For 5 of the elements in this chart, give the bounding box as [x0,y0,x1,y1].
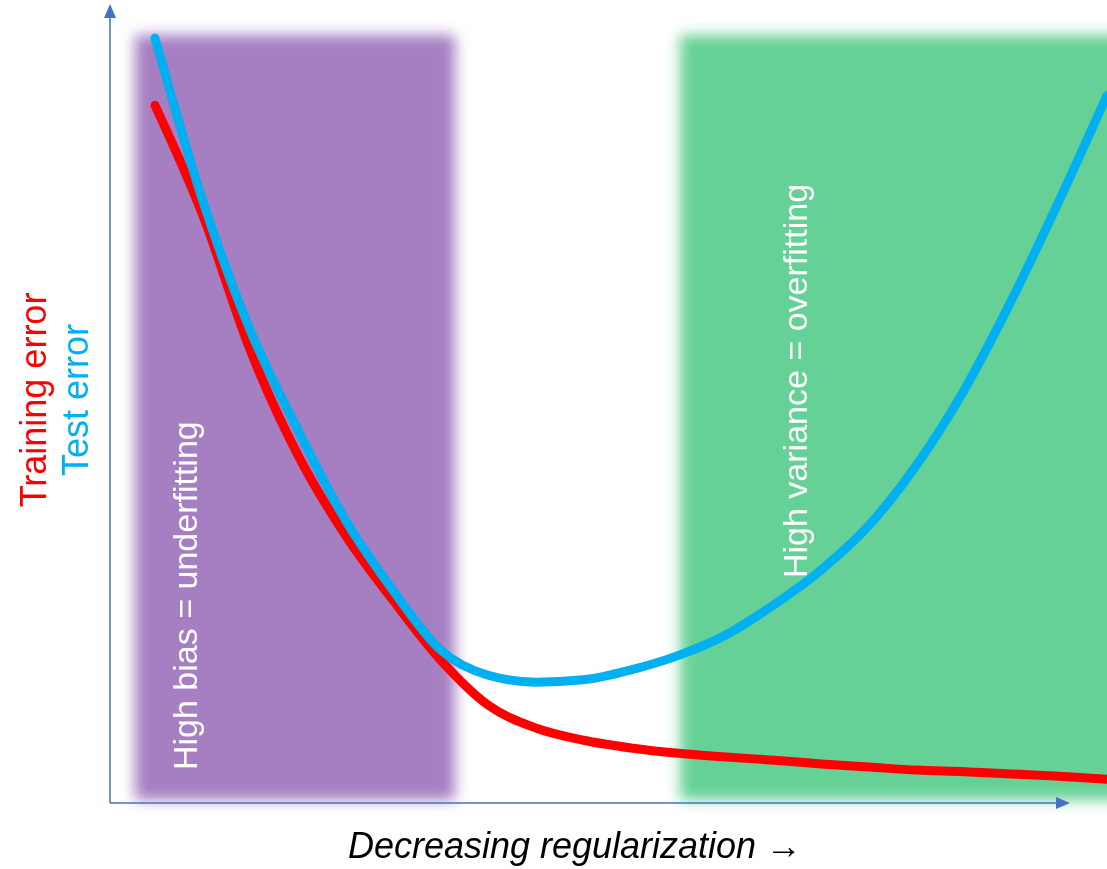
x-axis-title: Decreasing regularization → [347,824,803,866]
annotation: High variance = overfitting [776,183,814,578]
text: Training error [12,292,54,508]
annotation: High bias = underfitting [166,421,204,770]
text: Test error [54,323,96,477]
